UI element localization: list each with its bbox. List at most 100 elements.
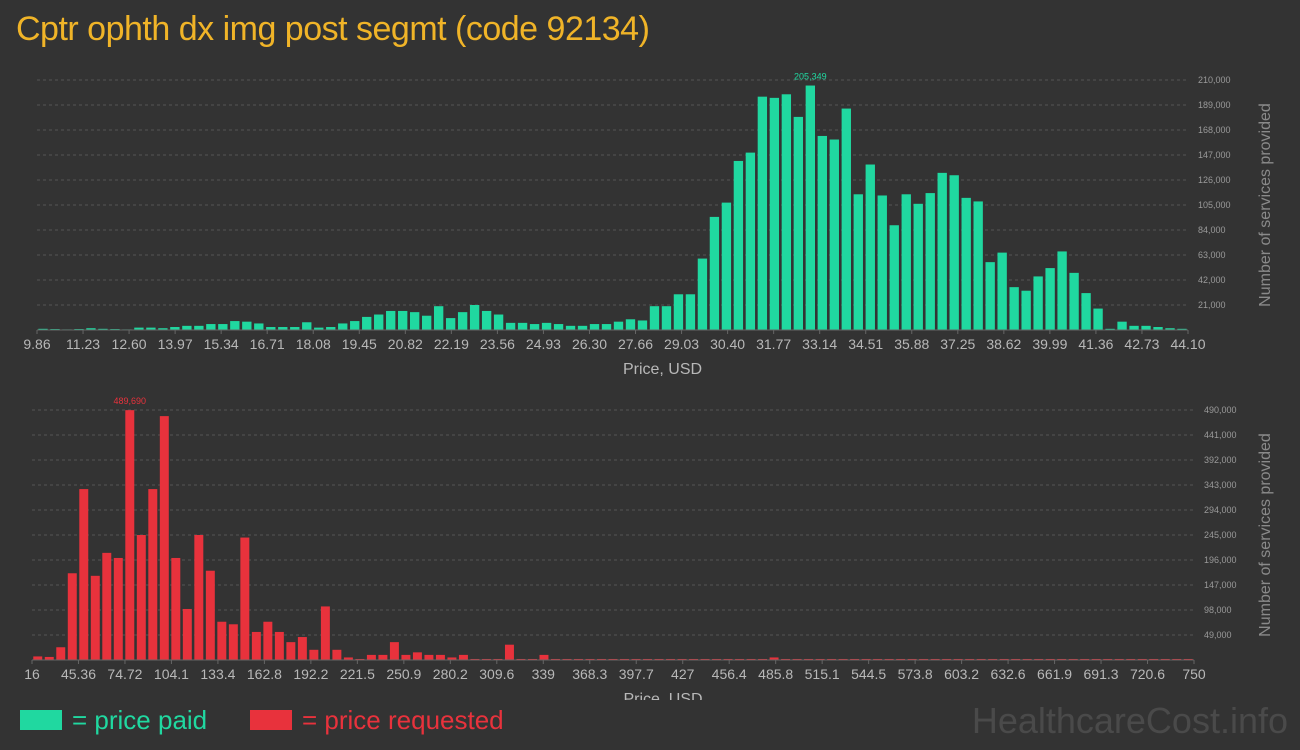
histogram-bar: [529, 324, 540, 330]
histogram-bar: [350, 321, 360, 330]
histogram-bar: [769, 97, 780, 330]
histogram-bar: [290, 327, 300, 330]
histogram-bar: [1021, 290, 1031, 330]
x-tick-label: 515.1: [805, 666, 840, 682]
x-tick-label: 34.51: [848, 336, 883, 352]
requested-price-histogram: 49,000 98,000 147,000 196,000 245,000 294,000…: [24, 396, 1274, 700]
histogram-bar: [1057, 658, 1067, 660]
histogram-bar: [723, 658, 733, 660]
histogram-bar: [136, 535, 146, 660]
x-tick-label: 16: [24, 666, 40, 682]
histogram-bar: [643, 658, 653, 660]
histogram-bar: [1093, 308, 1103, 330]
histogram-bar: [297, 637, 307, 660]
x-tick-label: 104.1: [154, 666, 189, 682]
histogram-bar: [965, 658, 975, 660]
x-tick-label: 280.2: [433, 666, 468, 682]
histogram-bar: [182, 325, 192, 330]
y-tick-label: 196,000: [1204, 555, 1237, 565]
y-tick-label: 168,000: [1198, 125, 1231, 135]
histogram-bar: [102, 552, 112, 660]
histogram-bar: [374, 314, 384, 330]
histogram-bar: [309, 649, 319, 660]
paid-swatch-icon: [20, 710, 62, 730]
histogram-bar: [973, 201, 983, 330]
histogram-bar: [79, 489, 89, 660]
histogram-bar: [1126, 658, 1136, 660]
histogram-bar: [302, 322, 312, 330]
histogram-bar: [1153, 327, 1163, 330]
histogram-bar: [125, 410, 135, 660]
histogram-bar: [988, 658, 998, 660]
histogram-bar: [1105, 328, 1115, 330]
histogram-bar: [493, 658, 503, 660]
x-tick-label: 133.4: [200, 666, 235, 682]
y-tick-label: 245,000: [1204, 530, 1237, 540]
histogram-bar: [332, 649, 342, 660]
x-tick-label: 18.08: [296, 336, 331, 352]
histogram-bar: [589, 324, 600, 330]
histogram-bar: [206, 324, 216, 330]
x-tick-label: 661.9: [1037, 666, 1072, 682]
histogram-bar: [470, 658, 480, 660]
histogram-bar: [654, 658, 664, 660]
requested-swatch-icon: [250, 710, 292, 730]
x-tick-label: 42.73: [1124, 336, 1159, 352]
histogram-bar: [942, 658, 952, 660]
histogram-bar: [937, 172, 947, 330]
x-tick-label: 41.36: [1078, 336, 1113, 352]
y-tick-label: 21,000: [1198, 300, 1226, 310]
histogram-bar: [953, 658, 963, 660]
histogram-bar: [1137, 658, 1147, 660]
y-tick-label: 441,000: [1204, 430, 1237, 440]
histogram-bar: [573, 658, 583, 660]
x-tick-label: 16.71: [250, 336, 285, 352]
histogram-bar: [254, 323, 264, 330]
histogram-bar: [1069, 272, 1079, 330]
histogram-bar: [709, 216, 720, 330]
histogram-bar: [673, 294, 684, 330]
histogram-bar: [541, 322, 552, 330]
x-tick-label: 9.86: [23, 336, 50, 352]
legend-requested-label: = price requested: [302, 704, 504, 735]
histogram-bar: [1068, 658, 1078, 660]
histogram-bar: [435, 654, 445, 660]
x-tick-label: 23.56: [480, 336, 515, 352]
x-axis-label: Price, USD: [623, 361, 702, 378]
histogram-bar: [781, 94, 792, 331]
histogram-bar: [286, 642, 296, 660]
histogram-bar: [146, 327, 156, 330]
histogram-bar: [850, 658, 860, 660]
legend-paid-label: = price paid: [72, 704, 208, 735]
histogram-bar: [366, 654, 376, 660]
site-watermark: HealthcareCost.info: [971, 700, 1288, 741]
histogram-bar: [458, 654, 468, 660]
histogram-bar: [907, 658, 917, 660]
histogram-bar: [889, 225, 899, 330]
x-tick-label: 485.8: [758, 666, 793, 682]
histogram-bar: [194, 325, 204, 330]
x-tick-label: 162.8: [247, 666, 282, 682]
y-tick-label: 189,000: [1198, 100, 1231, 110]
histogram-bar: [873, 658, 883, 660]
histogram-bar: [517, 322, 528, 330]
histogram-bar: [925, 193, 935, 330]
histogram-bar: [516, 658, 526, 660]
histogram-bar: [827, 658, 837, 660]
histogram-bar: [355, 658, 365, 660]
histogram-bar: [1114, 658, 1124, 660]
histogram-bar: [159, 416, 169, 660]
histogram-bar: [527, 658, 537, 660]
legend-price-paid: = price paid: [20, 702, 207, 738]
x-tick-label: 427: [671, 666, 695, 682]
x-tick-label: 38.62: [986, 336, 1021, 352]
y-tick-label: 105,000: [1198, 200, 1231, 210]
x-tick-label: 720.6: [1130, 666, 1165, 682]
histogram-bar: [320, 606, 330, 660]
x-tick-label: 30.40: [710, 336, 745, 352]
y-axis-label: Number of services provided: [1257, 433, 1274, 637]
histogram-bar: [1033, 276, 1043, 330]
histogram-bar: [1129, 325, 1139, 330]
histogram-bar: [815, 658, 825, 660]
histogram-bar: [539, 654, 549, 660]
